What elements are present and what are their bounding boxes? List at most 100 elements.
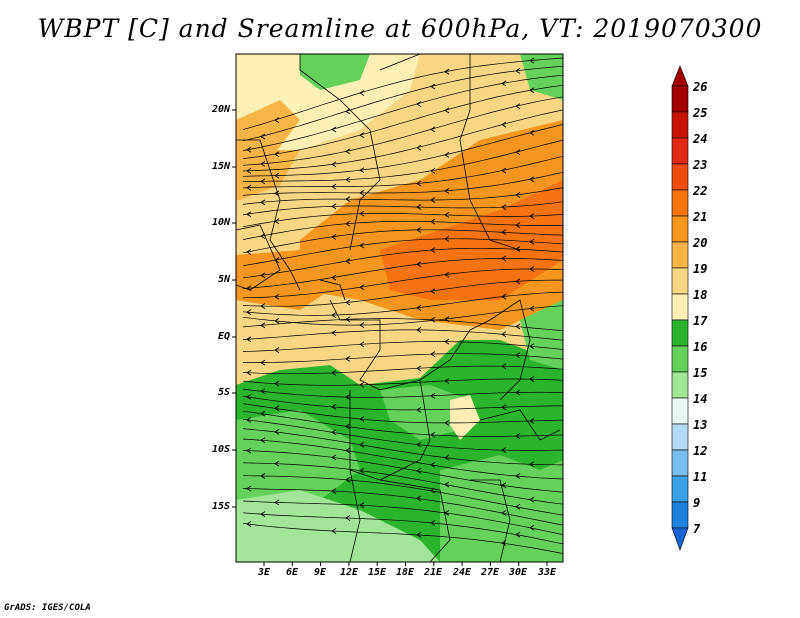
streamline bbox=[242, 213, 563, 228]
streamline-arrow bbox=[430, 126, 436, 133]
streamline-arrow bbox=[260, 511, 266, 518]
streamline-arrow bbox=[501, 331, 507, 338]
streamline bbox=[242, 124, 563, 177]
streamline-arrow bbox=[416, 227, 422, 233]
country-borders bbox=[236, 54, 561, 562]
streamline-arrow bbox=[515, 389, 521, 396]
streamline-arrow bbox=[416, 101, 422, 107]
colorbar-label: 7 bbox=[693, 522, 701, 536]
streamline-arrow bbox=[331, 330, 337, 336]
streamline-arrow bbox=[331, 312, 337, 318]
streamline-arrow bbox=[345, 394, 351, 400]
streamline-arrow bbox=[501, 80, 507, 87]
streamline-arrow bbox=[501, 204, 507, 211]
streamline-arrow bbox=[416, 261, 422, 268]
streamline bbox=[242, 57, 563, 130]
lat-label-eq: EQ bbox=[217, 331, 230, 342]
streamline-arrow bbox=[246, 309, 252, 316]
streamline-arrow bbox=[345, 299, 351, 306]
streamline-arrow bbox=[501, 167, 507, 174]
streamline bbox=[242, 229, 563, 254]
streamline-arrow bbox=[430, 218, 436, 225]
streamline-arrow bbox=[529, 129, 535, 136]
streamline-arrow bbox=[274, 172, 280, 179]
colorbar-label: 22 bbox=[693, 184, 708, 198]
streamline bbox=[242, 341, 563, 352]
border-gulf bbox=[319, 279, 346, 301]
streamline-arrow bbox=[515, 531, 521, 538]
colorbar-label: 14 bbox=[693, 392, 708, 406]
streamline bbox=[242, 488, 563, 526]
border-angola bbox=[349, 390, 361, 562]
wbpt-green-ne bbox=[520, 54, 563, 100]
colorbar-swatch bbox=[671, 241, 689, 269]
lat-label-15n: 15N bbox=[211, 161, 230, 172]
streamline-arrow bbox=[501, 293, 507, 300]
colorbar-swatch bbox=[671, 319, 689, 347]
streamline-arrow bbox=[444, 188, 450, 194]
border-libya bbox=[379, 54, 421, 71]
streamline-arrow bbox=[444, 509, 450, 516]
colorbar-label: 13 bbox=[693, 418, 708, 432]
wbpt-green-east bbox=[520, 300, 563, 370]
streamline-arrow bbox=[515, 103, 521, 110]
streamline-arrow bbox=[260, 437, 266, 444]
colorbar-label: 9 bbox=[693, 496, 701, 510]
lat-label-5s: 5S bbox=[217, 387, 230, 398]
streamline-arrow bbox=[345, 316, 351, 323]
streamline-arrow bbox=[515, 222, 521, 228]
colorbar-label: 25 bbox=[693, 106, 708, 120]
streamline-arrow bbox=[529, 496, 535, 503]
streamline-arrow bbox=[274, 429, 280, 435]
streamline-arrow bbox=[260, 233, 266, 239]
streamline bbox=[242, 396, 563, 411]
lon-label-3e: 3E bbox=[257, 567, 271, 578]
streamline bbox=[242, 279, 563, 307]
streamline-arrow bbox=[359, 341, 365, 348]
streamline-arrow bbox=[501, 229, 507, 236]
streamline-arrow bbox=[331, 488, 337, 494]
colorbar-label: 21 bbox=[693, 210, 708, 224]
colorbar-bottom-arrow bbox=[671, 527, 689, 551]
colorbar-swatch bbox=[671, 137, 689, 165]
map-frame bbox=[235, 53, 564, 563]
streamline-arrow bbox=[529, 238, 535, 245]
streamline-arrow bbox=[274, 380, 280, 387]
streamline bbox=[242, 388, 563, 398]
streamline-arrow bbox=[430, 316, 436, 323]
colorbar-label: 16 bbox=[693, 340, 708, 354]
streamline-arrow bbox=[345, 108, 351, 115]
streamline-arrow bbox=[444, 454, 450, 461]
streamline-arrow bbox=[359, 284, 365, 291]
colorbar-label: 17 bbox=[693, 314, 708, 328]
streamline-arrow bbox=[331, 203, 337, 210]
wbpt-green-southwest bbox=[236, 410, 360, 510]
streamline-arrow bbox=[430, 351, 436, 358]
lon-label-12e: 12E bbox=[339, 567, 359, 578]
streamline-arrow bbox=[246, 336, 252, 343]
colorbar-swatch bbox=[671, 397, 689, 425]
streamline-arrow bbox=[416, 406, 422, 413]
streamline bbox=[242, 74, 563, 151]
streamline-arrow bbox=[430, 288, 436, 294]
streamline-arrow bbox=[529, 461, 535, 468]
streamline-arrow bbox=[274, 317, 280, 324]
streamline-arrow bbox=[444, 152, 450, 158]
streamline bbox=[242, 268, 563, 299]
lon-label-21e: 21E bbox=[423, 567, 443, 578]
streamline bbox=[242, 410, 563, 437]
colorbar-swatch bbox=[671, 449, 689, 477]
streamline bbox=[242, 523, 563, 554]
streamline-arrow bbox=[416, 495, 422, 502]
streamline-arrow bbox=[515, 278, 521, 285]
streamline-arrow bbox=[444, 481, 450, 488]
streamline bbox=[242, 462, 563, 505]
streamline-arrow bbox=[416, 204, 422, 210]
streamline-arrow bbox=[501, 255, 507, 262]
lat-label-10n: 10N bbox=[211, 217, 230, 228]
streamline-arrow bbox=[416, 327, 422, 333]
colorbar-swatch bbox=[671, 423, 689, 451]
streamline-arrow bbox=[515, 433, 521, 440]
streamline-arrow bbox=[246, 447, 252, 454]
colorbar-label: 24 bbox=[693, 132, 708, 146]
